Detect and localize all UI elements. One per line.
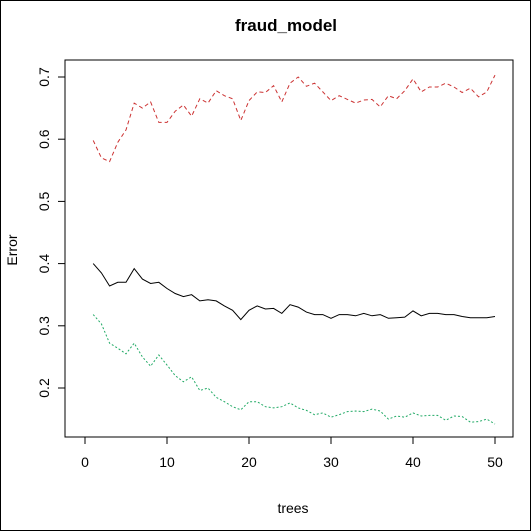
y-axis-label: Error bbox=[4, 234, 20, 265]
series-line-1 bbox=[92, 263, 496, 321]
chart-title: fraud_model bbox=[235, 16, 337, 35]
x-tick-label: 10 bbox=[159, 454, 175, 470]
y-tick-label: 0.5 bbox=[36, 191, 52, 211]
x-tick-label: 40 bbox=[405, 454, 421, 470]
x-tick-label: 0 bbox=[81, 454, 89, 470]
plot-area-box bbox=[64, 59, 514, 438]
y-axis: 0.2 0.3 0.4 0.5 0.6 0.7 bbox=[36, 67, 66, 398]
x-tick-label: 50 bbox=[487, 454, 503, 470]
x-axis-label: trees bbox=[277, 500, 308, 516]
x-tick-label: 20 bbox=[241, 454, 257, 470]
series-line-2 bbox=[92, 74, 496, 163]
y-tick-label: 0.6 bbox=[36, 129, 52, 149]
y-tick-label: 0.3 bbox=[36, 316, 52, 336]
x-axis: 0 10 20 30 40 50 bbox=[81, 436, 503, 470]
y-tick-label: 0.4 bbox=[36, 254, 52, 274]
x-tick-label: 30 bbox=[323, 454, 339, 470]
y-tick-label: 0.7 bbox=[36, 67, 52, 87]
y-tick-label: 0.2 bbox=[36, 378, 52, 398]
series-layer bbox=[92, 74, 496, 425]
series-line-3 bbox=[92, 314, 496, 425]
